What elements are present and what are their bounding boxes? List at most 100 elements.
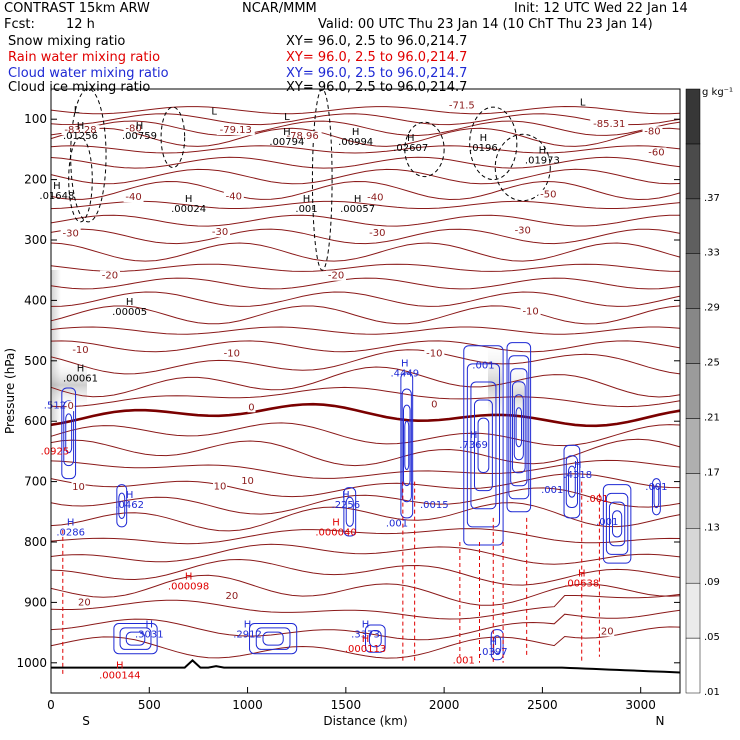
- snow-ice-label-type: H: [185, 194, 193, 205]
- cloud-water-label-value: .2256: [332, 500, 361, 511]
- cloud-water-contour: [343, 487, 357, 537]
- field-name-cloud-ice: Cloud ice mixing ratio: [8, 80, 151, 95]
- cloud-water-label-value: .7369: [459, 440, 488, 451]
- temperature-label: -80: [644, 126, 660, 137]
- temperature-label-bg: [240, 476, 255, 487]
- temperature-label: -30: [515, 225, 531, 236]
- cloud-water-contour: [255, 627, 291, 650]
- cloud-water-label-value: .001: [386, 518, 408, 529]
- rain-water-label-value: .000098: [168, 582, 209, 593]
- cloud-water-label-value: .001: [472, 361, 494, 372]
- snow-ice-label-type: L: [211, 107, 217, 118]
- snow-ice-label-type: H: [283, 127, 291, 138]
- cloud-water-contour: [563, 444, 581, 519]
- colorbar-swatch: [685, 637, 701, 694]
- temperature-label-bg: [213, 481, 228, 492]
- temperature-isotherm: [50, 528, 681, 545]
- temperature-isotherm: [50, 120, 681, 137]
- temperature-contours: [50, 105, 681, 659]
- temperature-label: -10: [426, 349, 442, 360]
- temperature-label: -40: [226, 192, 242, 203]
- y-tick-label: 300: [24, 233, 47, 247]
- temperature-isotherm: [50, 459, 681, 479]
- x-axis-label: Distance (km): [323, 714, 407, 728]
- temperature-label-bg: [221, 348, 242, 359]
- colorbar-label: .17: [704, 467, 720, 478]
- temperature-label-bg: [512, 225, 533, 236]
- temperature-label-bg: [223, 191, 244, 202]
- cloud-water-label-value: .0015: [420, 500, 449, 511]
- cloud-water-label-type: H: [574, 460, 582, 471]
- snow-ice-label-type: H: [352, 127, 360, 138]
- temperature-label: 20: [78, 597, 91, 608]
- model-title: CONTRAST 15km ARW: [4, 1, 150, 16]
- temperature-label: -20: [328, 271, 344, 282]
- colorbar-label: .25: [704, 358, 720, 369]
- field-name-rain: Rain water mixing ratio: [8, 50, 161, 65]
- cloud-water-contour: [653, 485, 660, 509]
- temperature-label: -20: [102, 271, 118, 282]
- temperature-isotherm: [50, 502, 681, 532]
- cloud-water-contour: [118, 492, 126, 519]
- cloud-water-contour: [116, 484, 128, 528]
- snow-ice-label-type: H: [126, 297, 134, 308]
- temperature-isotherm: [50, 340, 681, 353]
- cloud-water-contour: [506, 342, 532, 513]
- cloud-water-contour: [515, 407, 523, 448]
- cloud-water-label-value: .001: [645, 482, 667, 493]
- snow-ice-contour: [160, 106, 186, 169]
- temperature-isotherm: [50, 113, 681, 126]
- temperature-label-bg: [61, 125, 100, 136]
- field-xy-cloud-ice: XY= 96.0, 2.5 to 96.0,214.7: [286, 80, 468, 95]
- colorbar-label: .33: [704, 248, 720, 259]
- y-axis-label: Pressure (hPa): [3, 348, 17, 434]
- temperature-label: 20: [225, 591, 238, 602]
- colorbar-swatch: [685, 253, 701, 309]
- cloud-water-contour: [125, 631, 146, 646]
- colorbar-swatch: [685, 88, 701, 145]
- cloud-water-label-type: H: [126, 490, 134, 501]
- snow-ice-label-value: .01648: [39, 191, 74, 202]
- temperature-label-bg: [247, 402, 256, 413]
- temperature-label-bg: [424, 348, 445, 359]
- temperature-label: 10: [241, 476, 254, 487]
- cloud-water-label-value: .0462: [115, 500, 144, 511]
- colorbar-swatch: [685, 528, 701, 584]
- cloud-water-contour: [262, 631, 284, 646]
- x-tick-label: 0: [47, 698, 55, 712]
- colorbar-label: .01: [704, 687, 720, 698]
- rain-water-label-type: H: [578, 569, 586, 580]
- temperature-label-bg: [365, 192, 386, 203]
- temperature-isotherm: [50, 180, 681, 201]
- temperature-isotherm: [50, 105, 681, 115]
- cloud-water-contour: [565, 455, 579, 508]
- snow-ice-label-value: .00061: [63, 373, 98, 384]
- y-tick-label: 1000: [16, 656, 47, 670]
- temperature-label-bg: [224, 590, 239, 601]
- cloud-water-contour: [400, 372, 414, 519]
- snow-ice-label-value: .00794: [269, 137, 304, 148]
- temperature-isotherm: [50, 574, 681, 606]
- rain-water-contours: [62, 481, 600, 675]
- cloud-water-label-value: .001: [596, 517, 618, 528]
- colorbar-label: .05: [704, 632, 720, 643]
- temperature-label: 0: [248, 402, 254, 413]
- temperature-label: 10: [214, 481, 227, 492]
- temperature-isotherm: [50, 168, 681, 185]
- cloud-water-label-type: H: [67, 517, 75, 528]
- y-tick-label: 200: [24, 173, 47, 187]
- snow-ice-contour: [494, 133, 551, 202]
- cloud-water-contour: [401, 388, 412, 503]
- x-tick-label: 1500: [331, 698, 362, 712]
- cloud-water-contour: [119, 627, 152, 650]
- colorbar-swatch: [685, 473, 701, 529]
- temperature-label-bg: [646, 147, 667, 158]
- temperature-label: -30: [369, 228, 385, 239]
- cloud-water-contour: [470, 381, 497, 510]
- temperature-label: -50: [540, 190, 556, 201]
- temperature-isotherm: [50, 326, 681, 335]
- temperature-isotherm: [50, 263, 681, 272]
- snow-ice-label-type: H: [136, 121, 144, 132]
- rain-water-label-type: H: [332, 517, 340, 528]
